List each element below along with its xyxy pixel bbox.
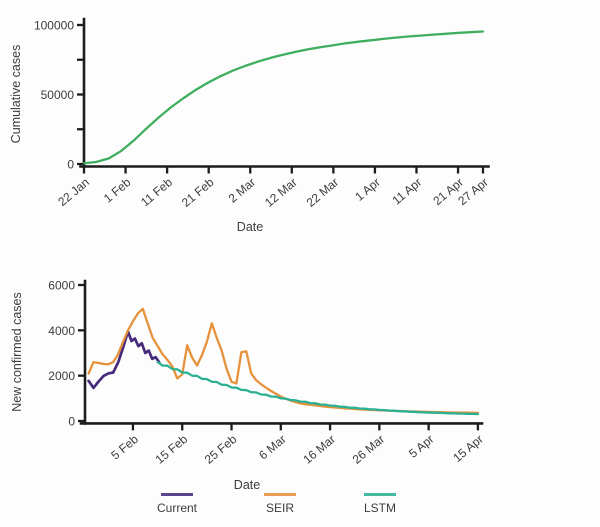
legend-entry-current: Current [157,493,198,515]
cumulative-cases-chart: 0 50000 100000 22 Jan 1 Feb 11 Feb 21 Feb 2 Mar… [9,17,491,234]
legend-label-lstm: LSTM [364,501,396,515]
series-line-cumulative cases [82,30,485,165]
x-tick-label: 1 Apr [352,175,382,204]
y-axis-title: Cumulative cases [9,45,23,144]
x-tick-label: 2 Mar [226,175,259,205]
y-tick-label: 50000 [41,88,75,102]
x-axis-title: Date [234,478,260,492]
x-tick-label: 11 Feb [138,175,175,209]
y-tick-label: 0 [67,158,74,172]
x-tick-label: 26 Mar [350,432,388,467]
series-line-seir [87,307,480,415]
y-tick-label: 2000 [48,369,75,383]
series-line-lstm [156,360,480,416]
x-tick-label: 25 Feb [202,432,240,467]
y-tick-label: 6000 [48,279,75,293]
x-tick-label: 22 Jan [55,175,92,209]
x-tick-label: 5 Feb [108,432,141,463]
x-tick-label: 6 Mar [256,432,289,462]
x-tick-label: 22 Mar [304,175,342,210]
x-tick-label: 11 Apr [390,175,425,207]
x-tick-label: 21 Feb [179,175,217,210]
y-axis-title: New confirmed cases [10,292,24,412]
x-axis-title: Date [237,220,263,234]
x-tick-label: 12 Mar [262,175,300,210]
x-tick-label: 15 Apr [450,432,486,465]
y-tick-label: 4000 [48,324,75,338]
x-tick-label: 5 Apr [406,432,436,461]
legend-entry-seir: SEIR [264,493,296,515]
x-tick-label: 15 Feb [153,432,191,467]
legend-label-seir: SEIR [266,501,294,515]
y-tick-label: 100000 [34,19,74,33]
x-tick-label: 16 Mar [300,432,338,467]
legend-label-current: Current [157,501,198,515]
y-tick-label: 0 [68,415,75,429]
new-confirmed-cases-chart: 0 2000 4000 6000 5 Feb 15 Feb 25 Feb 6 Mar 16 Ma… [10,279,486,516]
x-tick-label: 1 Feb [101,175,134,206]
legend-entry-lstm: LSTM [364,493,396,515]
series-line-current [87,330,161,390]
